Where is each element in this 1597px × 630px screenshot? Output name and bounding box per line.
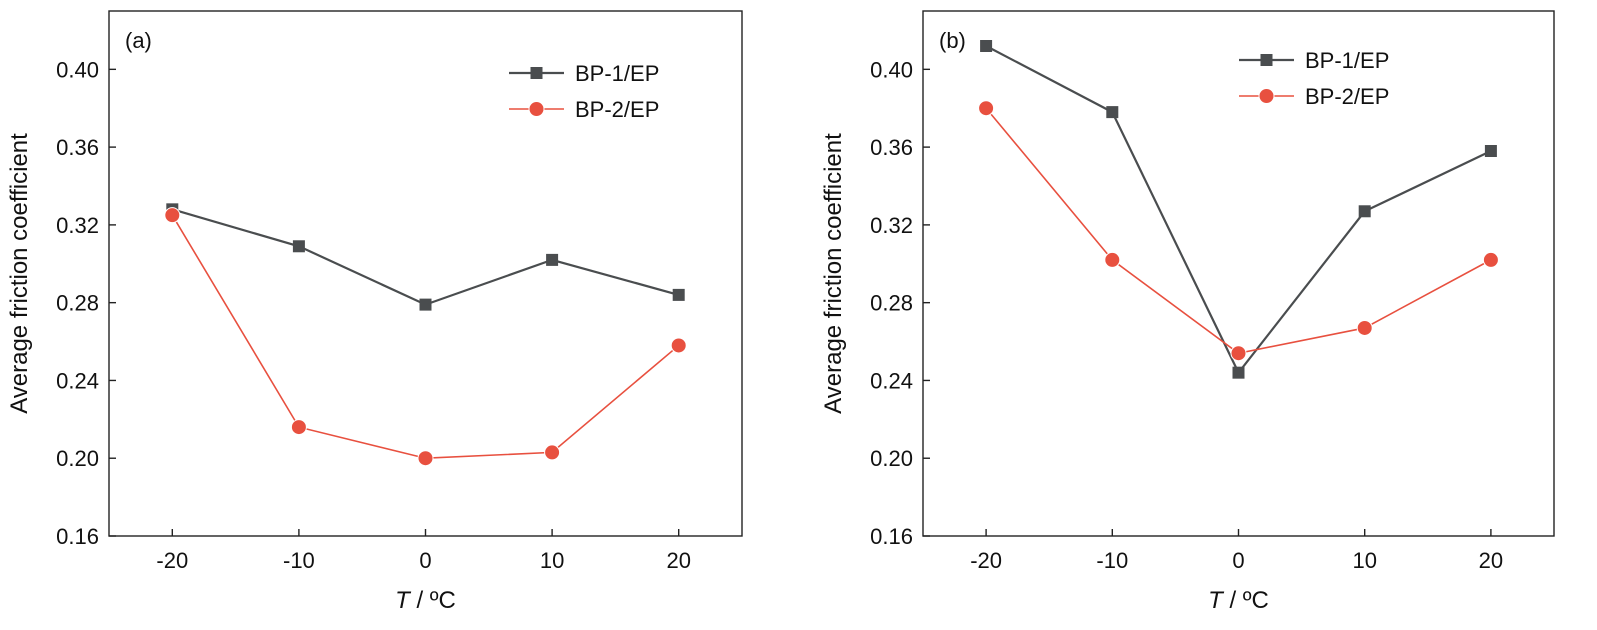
- panel-b-y-tick-label: 0.20: [870, 446, 913, 471]
- panel-b-legend-marker-bp-1-ep: [1260, 54, 1273, 66]
- panel-a-y-axis-title: Average friction coefficient: [6, 133, 33, 414]
- panel-b-point-bp-1-ep: [1232, 366, 1245, 379]
- panel-a-x-axis-title-unit: / ºC: [410, 587, 456, 614]
- panel-b-point-bp-1-ep: [980, 40, 993, 52]
- panel-b-plot-frame: [922, 10, 1555, 537]
- panel-b-point-bp-2-ep: [1230, 345, 1247, 362]
- panel-a-y-tick-label: 0.20: [56, 446, 99, 471]
- panel-b-legend-label-bp-1-ep: BP-1/EP: [1305, 48, 1389, 73]
- panel-b-x-tick-label: 10: [1352, 548, 1376, 573]
- panel-a-y-tick-label: 0.32: [56, 213, 99, 238]
- panel-a-point-bp-1-ep: [292, 240, 305, 253]
- panel-a-y-tick-label: 0.36: [56, 135, 99, 160]
- panel-a-point-bp-2-ep: [164, 207, 181, 224]
- panel-a-y-tick-label: 0.24: [56, 368, 99, 393]
- panel-b-x-axis-title-unit: / ºC: [1223, 587, 1269, 614]
- panel-b-y-tick-label: 0.36: [870, 135, 913, 160]
- panel-b-series-bp-1-ep-line: [985, 45, 1492, 375]
- panel-b-point-bp-1-ep: [1106, 106, 1119, 119]
- panel-b-point-bp-1-ep: [1358, 205, 1371, 218]
- panel-a-x-axis-title-symbol: T: [395, 587, 412, 614]
- panel-b-label: (b): [939, 28, 966, 53]
- panel-b-legend-marker-bp-2-ep: [1258, 88, 1275, 104]
- panel-b-y-tick-label: 0.28: [870, 291, 913, 316]
- panel-a-point-bp-1-ep: [672, 288, 685, 301]
- panel-b-x-tick-label: 0: [1232, 548, 1244, 573]
- panel-b-point-bp-2-ep: [1482, 251, 1499, 268]
- panel-b-y-tick-label: 0.32: [870, 213, 913, 238]
- panel-a-x-tick-label: 10: [540, 548, 564, 573]
- panel-a-point-bp-2-ep: [670, 337, 687, 354]
- panel-a-point-bp-2-ep: [290, 419, 307, 436]
- panel-a-point-bp-1-ep: [546, 253, 559, 266]
- panel-a-point-bp-1-ep: [419, 298, 432, 311]
- panel-b-y-tick-label: 0.16: [870, 524, 913, 549]
- panel-a-point-bp-2-ep: [417, 450, 434, 467]
- panel-a-legend-label-bp-1-ep: BP-1/EP: [575, 61, 659, 86]
- panel-a-x-tick-label: -20: [156, 548, 188, 573]
- panel-b-x-axis-title-symbol: T: [1208, 587, 1225, 614]
- panel-b-chart: 0.16 0.20 0.24 0.28 0.32 0.36 0.40 -20 -10 0 10 20 T…: [820, 10, 1555, 614]
- panel-a-legend-marker-bp-1-ep: [530, 67, 543, 79]
- panel-b-series-bp-2-ep-line: [985, 107, 1492, 355]
- panel-b-point-bp-2-ep: [1356, 319, 1373, 336]
- panel-a-legend-marker-bp-2-ep: [528, 101, 545, 117]
- panel-a-series-bp-2-ep-line: [171, 214, 680, 460]
- panel-b-legend-label-bp-2-ep: BP-2/EP: [1305, 84, 1389, 109]
- panel-b-x-tick-label: -10: [1096, 548, 1128, 573]
- panel-a-label: (a): [125, 28, 152, 53]
- panel-a-chart: 0.16 0.20 0.24 0.28 0.32 0.36 0.40 -20 -10 0 10 20 T…: [6, 10, 743, 614]
- panel-b-point-bp-2-ep: [1104, 251, 1121, 268]
- panel-b-y-axis-title: Average friction coefficient: [820, 133, 847, 414]
- panel-a-x-tick-label: 0: [419, 548, 431, 573]
- panel-a-y-tick-label: 0.40: [56, 57, 99, 82]
- panel-b-x-tick-label: -20: [970, 548, 1002, 573]
- panel-b-y-tick-label: 0.40: [870, 57, 913, 82]
- panel-a-x-tick-label: 20: [666, 548, 690, 573]
- panel-a-y-tick-label: 0.16: [56, 524, 99, 549]
- panel-b-point-bp-2-ep: [978, 100, 995, 117]
- panel-a-x-tick-label: -10: [283, 548, 315, 573]
- panel-a-y-tick-label: 0.28: [56, 291, 99, 316]
- panel-a-series-bp-1-ep-line: [171, 208, 679, 306]
- panel-b-x-axis-title: T / ºC: [1208, 587, 1269, 614]
- panel-a-legend-label-bp-2-ep: BP-2/EP: [575, 97, 659, 122]
- panel-a-point-bp-2-ep: [544, 444, 561, 461]
- panel-b-point-bp-1-ep: [1484, 145, 1497, 157]
- panel-a-x-axis-title: T / ºC: [395, 587, 456, 614]
- panel-b-x-tick-label: 20: [1479, 548, 1503, 573]
- panel-b-y-tick-label: 0.24: [870, 368, 913, 393]
